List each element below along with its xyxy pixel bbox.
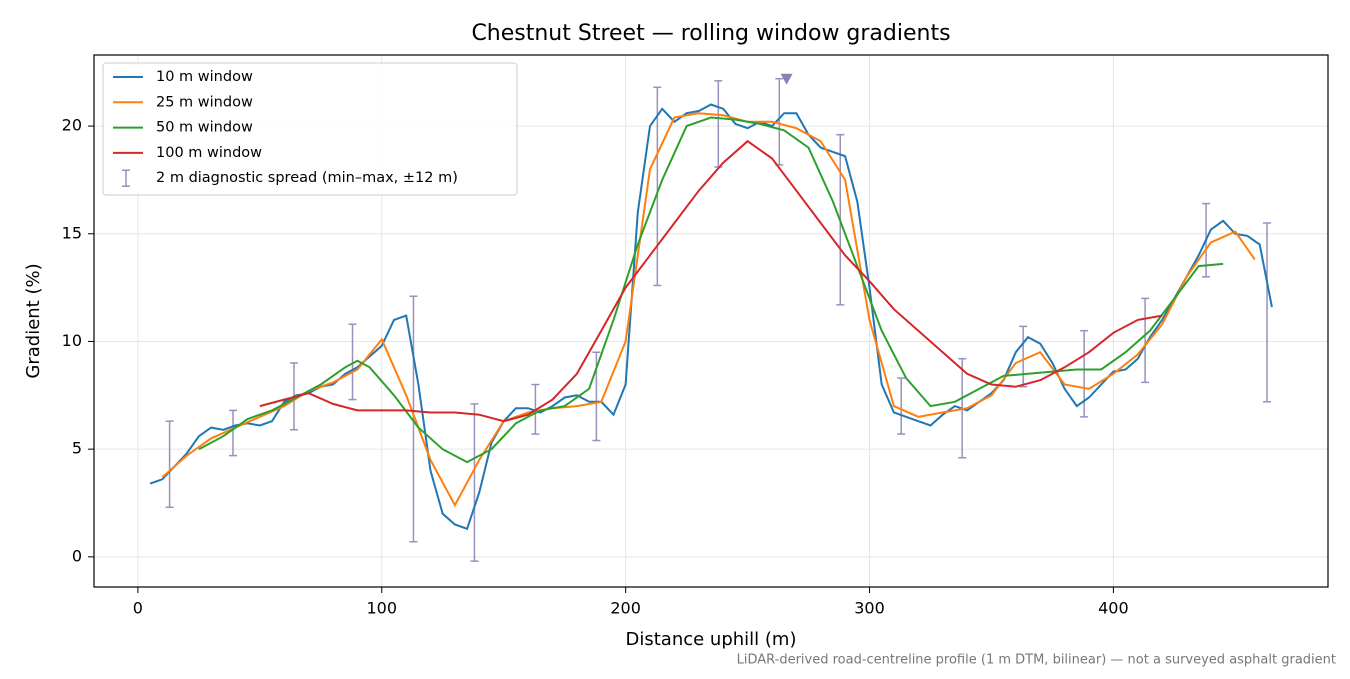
plot-frame (93, 54, 1329, 588)
x-tick-label: 100 (366, 599, 397, 618)
legend-label: 2 m diagnostic spread (min–max, ±12 m) (156, 170, 458, 186)
series-line (198, 116, 1224, 464)
series-line (161, 112, 1256, 508)
legend-label: 25 m window (156, 94, 253, 110)
x-tick-label: 300 (854, 599, 885, 618)
y-tick-label: 5 (72, 439, 82, 458)
legend-label: 100 m window (156, 145, 262, 161)
legend: 10 m window 25 m window 50 m window 100 m w… (102, 62, 518, 196)
legend-label: 50 m window (156, 120, 253, 136)
chart-title: Chestnut Street — rolling window gradien… (471, 21, 950, 46)
y-tick-label: 20 (62, 116, 82, 135)
x-tick-label: 400 (1098, 599, 1129, 618)
x-axis-label: Distance uphill (m) (626, 629, 797, 650)
y-tick-label: 15 (62, 223, 82, 242)
footnote: LiDAR-derived road-centreline profile (1… (737, 653, 1336, 668)
legend-box (102, 62, 518, 196)
y-axis-label: Gradient (%) (23, 263, 44, 378)
x-tick-label: 200 (610, 599, 641, 618)
y-tick-label: 0 (72, 546, 82, 565)
y-tick-label: 10 (62, 331, 82, 350)
peak-marker (780, 73, 793, 85)
legend-label: 10 m window (156, 69, 253, 85)
series-line (259, 139, 1163, 423)
x-tick-label: 0 (133, 599, 143, 618)
